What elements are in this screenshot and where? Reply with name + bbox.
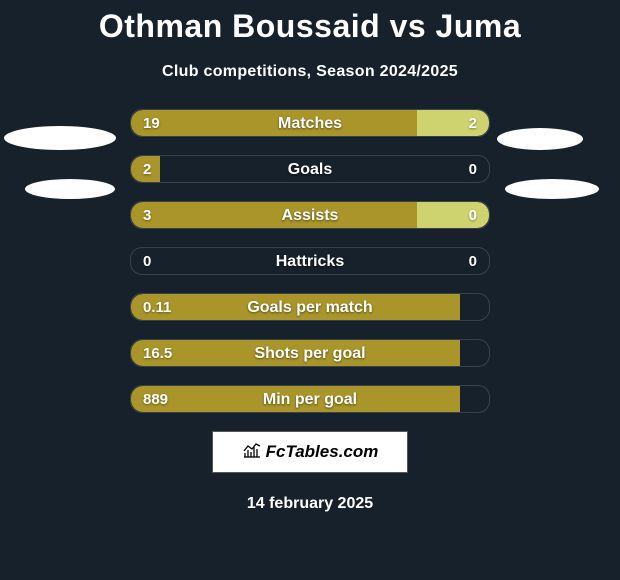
logo-text: FcTables.com	[266, 442, 379, 462]
date-text: 14 february 2025	[0, 495, 620, 513]
fctables-logo: FcTables.com	[212, 431, 408, 473]
subtitle: Club competitions, Season 2024/2025	[0, 63, 620, 81]
comparison-chart: 192Matches20Goals30Assists00Hattricks0.1…	[0, 109, 620, 413]
player1-bar	[131, 294, 460, 320]
stat-row: 889Min per goal	[130, 385, 490, 413]
player1-bar	[131, 202, 417, 228]
player-oval	[497, 128, 583, 150]
player-oval	[505, 179, 599, 199]
player1-value: 0.11	[143, 294, 171, 321]
player1-value: 3	[143, 202, 151, 229]
player1-value: 0	[143, 248, 151, 275]
stat-row: 0.11Goals per match	[130, 293, 490, 321]
player1-value: 889	[143, 386, 168, 413]
stat-row: 16.5Shots per goal	[130, 339, 490, 367]
stat-row: 2 0Goals	[130, 155, 490, 183]
stat-row: 192Matches	[130, 109, 490, 137]
player-oval	[25, 179, 115, 199]
player2-bar	[417, 110, 489, 136]
player2-value: 2	[469, 110, 477, 137]
stat-label: Goals	[131, 156, 489, 183]
stat-row: 30Assists	[130, 201, 490, 229]
stat-row: 0 0Hattricks	[130, 247, 490, 275]
player2-value: 0	[469, 156, 477, 183]
page-title: Othman Boussaid vs Juma	[0, 0, 620, 45]
player2-value: 0	[469, 202, 477, 229]
player2-bar	[417, 202, 489, 228]
stats-layer: 192Matches20Goals30Assists00Hattricks0.1…	[0, 109, 620, 413]
player1-value: 16.5	[143, 340, 172, 367]
player1-bar	[131, 110, 417, 136]
player1-bar	[131, 386, 460, 412]
chart-icon	[242, 441, 262, 464]
player1-value: 19	[143, 110, 160, 137]
player-oval	[4, 126, 116, 150]
stat-label: Hattricks	[131, 248, 489, 275]
player2-value: 0	[469, 248, 477, 275]
player1-value: 2	[143, 156, 151, 183]
player1-bar	[131, 340, 460, 366]
